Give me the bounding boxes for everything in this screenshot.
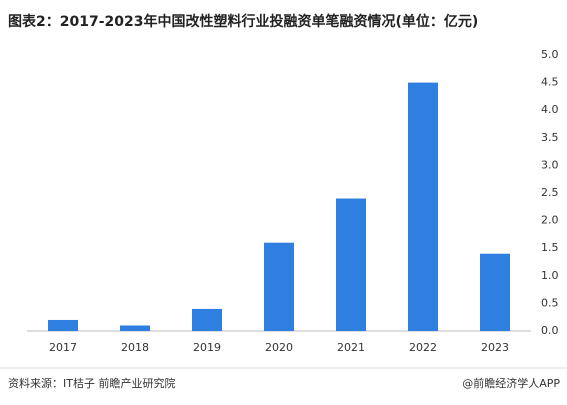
- y-tick-label: 4.5: [541, 76, 559, 89]
- bar: [192, 308, 222, 331]
- x-tick-label: 2021: [337, 341, 365, 354]
- bar: [336, 198, 366, 331]
- y-tick-label: 1.0: [541, 269, 559, 282]
- y-tick-label: 3.0: [541, 158, 559, 171]
- x-tick-label: 2017: [49, 341, 77, 354]
- x-tick-label: 2020: [265, 341, 293, 354]
- bar: [408, 82, 438, 331]
- bar: [264, 242, 294, 331]
- source: 资料来源：IT桔子 前瞻产业研究院: [8, 376, 175, 390]
- y-tick-label: 0.5: [541, 296, 559, 309]
- bar: [120, 325, 150, 331]
- y-tick-label: 0.0: [541, 324, 559, 337]
- y-tick-label: 4.0: [541, 103, 559, 116]
- y-tick-label: 1.5: [541, 241, 559, 254]
- y-tick-label: 3.5: [541, 131, 559, 144]
- brand: @前瞻经济学人APP: [462, 376, 560, 390]
- y-tick-label: 2.5: [541, 186, 559, 199]
- x-tick-label: 2019: [193, 341, 221, 354]
- y-tick-label: 5.0: [541, 48, 559, 61]
- y-tick-label: 2.0: [541, 214, 559, 227]
- bar: [48, 319, 78, 331]
- x-tick-label: 2018: [121, 341, 149, 354]
- chart-title: 图表2：2017-2023年中国改性塑料行业投融资单笔融资情况(单位：亿元): [8, 13, 478, 30]
- x-tick-label: 2022: [409, 341, 437, 354]
- x-tick-label: 2023: [481, 341, 509, 354]
- bar: [480, 253, 510, 331]
